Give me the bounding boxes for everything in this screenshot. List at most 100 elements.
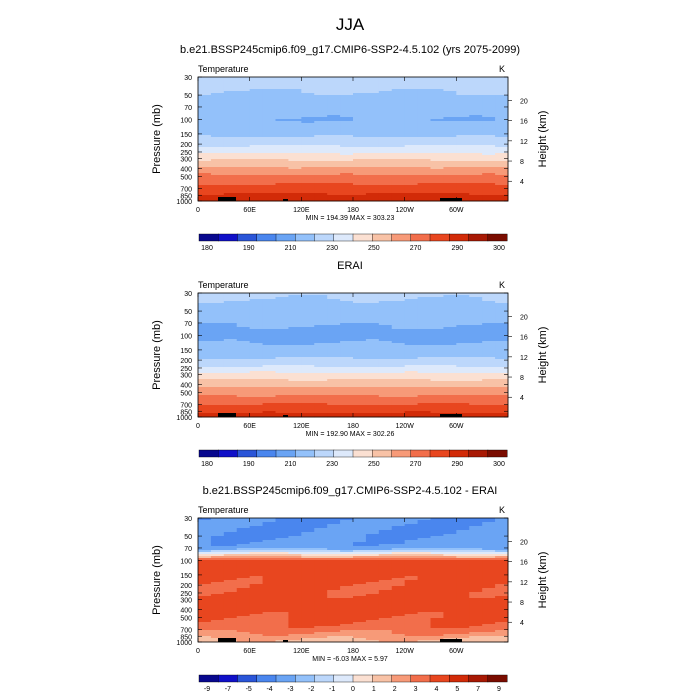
contour-cell — [262, 578, 276, 581]
contour-cell — [340, 367, 354, 370]
contour-cell — [482, 97, 496, 100]
contour-cell — [314, 197, 328, 200]
contour-cell — [249, 614, 263, 617]
contour-cell — [417, 173, 431, 176]
contour-cell — [353, 403, 367, 406]
contour-cell — [417, 81, 431, 84]
contour-cell — [365, 375, 380, 378]
contour-cell — [495, 359, 509, 362]
contour-cell — [314, 189, 328, 192]
contour-cell — [443, 542, 457, 545]
contour-cell — [340, 347, 354, 350]
contour-cell — [223, 167, 238, 170]
contour-cell — [482, 119, 496, 122]
contour-cell — [236, 550, 251, 553]
contour-cell — [417, 85, 431, 88]
contour-cell — [378, 576, 393, 579]
contour-cell — [275, 606, 289, 609]
contour-cell — [210, 371, 225, 374]
contour-cell — [236, 141, 251, 144]
contour-cell — [378, 137, 393, 140]
contour-cell — [430, 526, 444, 529]
contour-cell — [495, 576, 509, 579]
contour-cell — [262, 355, 276, 358]
contour-cell — [469, 588, 483, 591]
contour-cell — [210, 550, 225, 553]
contour-cell — [314, 399, 328, 402]
contour-cell — [262, 121, 276, 124]
contour-cell — [353, 598, 367, 601]
contour-cell — [417, 526, 431, 529]
contour-cell — [314, 630, 328, 633]
contour-cell — [210, 518, 225, 521]
colorbar-swatch — [295, 233, 315, 242]
contour-cell — [198, 119, 212, 122]
contour-cell — [430, 307, 444, 310]
contour-cell — [340, 143, 354, 146]
contour-cell — [469, 181, 483, 184]
contour-cell — [288, 353, 302, 356]
contour-cell — [391, 395, 406, 398]
contour-cell — [430, 389, 444, 392]
contour-cell — [249, 381, 263, 384]
topography-block — [218, 413, 236, 417]
contour-cell — [456, 596, 470, 599]
contour-cell — [495, 151, 509, 154]
contour-cell — [353, 518, 367, 521]
contour-cell — [495, 101, 509, 104]
contour-cell — [378, 363, 393, 366]
contour-cell — [482, 321, 496, 324]
contour-cell — [365, 137, 380, 140]
contour-cell — [495, 327, 509, 330]
contour-cell — [378, 401, 393, 404]
contour-cell — [236, 375, 251, 378]
contour-cell — [353, 311, 367, 314]
contour-cell — [262, 359, 276, 362]
contour-cell — [353, 520, 367, 523]
contour-cell — [262, 175, 276, 178]
contour-cell — [365, 395, 380, 398]
contour-cell — [469, 109, 483, 112]
contour-cell — [327, 159, 341, 162]
contour-cell — [443, 548, 457, 551]
contour-cell — [353, 548, 367, 551]
contour-cell — [275, 337, 289, 340]
contour-cell — [430, 359, 444, 362]
contour-cell — [391, 634, 406, 637]
contour-cell — [340, 147, 354, 150]
contour-cell — [456, 576, 470, 579]
contour-cell — [365, 153, 380, 156]
colorbar-swatch — [352, 233, 373, 242]
contour-cell — [249, 167, 263, 170]
contour-cell — [469, 91, 483, 94]
contour-cell — [314, 333, 328, 336]
contour-cell — [443, 564, 457, 567]
contour-cell — [365, 526, 380, 529]
contour-cell — [495, 147, 509, 150]
contour-cell — [495, 552, 509, 555]
contour-cell — [378, 636, 393, 639]
contour-cell — [288, 157, 302, 160]
contour-cell — [288, 608, 302, 611]
contour-cell — [495, 586, 509, 589]
contour-cell — [236, 87, 251, 90]
contour-cell — [301, 115, 315, 118]
contour-cell — [262, 542, 276, 545]
contour-cell — [314, 325, 328, 328]
contour-cell — [223, 540, 238, 543]
contour-cell — [443, 175, 457, 178]
contour-cell — [340, 295, 354, 298]
contour-cell — [249, 401, 263, 404]
contour-cell — [365, 628, 380, 631]
pressure-tick-label: 150 — [180, 573, 192, 580]
contour-cell — [417, 610, 431, 613]
contour-cell — [430, 343, 444, 346]
contour-cell — [391, 522, 406, 525]
pressure-tick-label: 100 — [180, 118, 192, 125]
contour-cell — [456, 405, 470, 408]
contour-cell — [495, 638, 509, 641]
contour-cell — [482, 373, 496, 376]
colorbar-swatch — [256, 233, 277, 242]
contour-cell — [249, 101, 263, 104]
contour-cell — [365, 367, 380, 370]
